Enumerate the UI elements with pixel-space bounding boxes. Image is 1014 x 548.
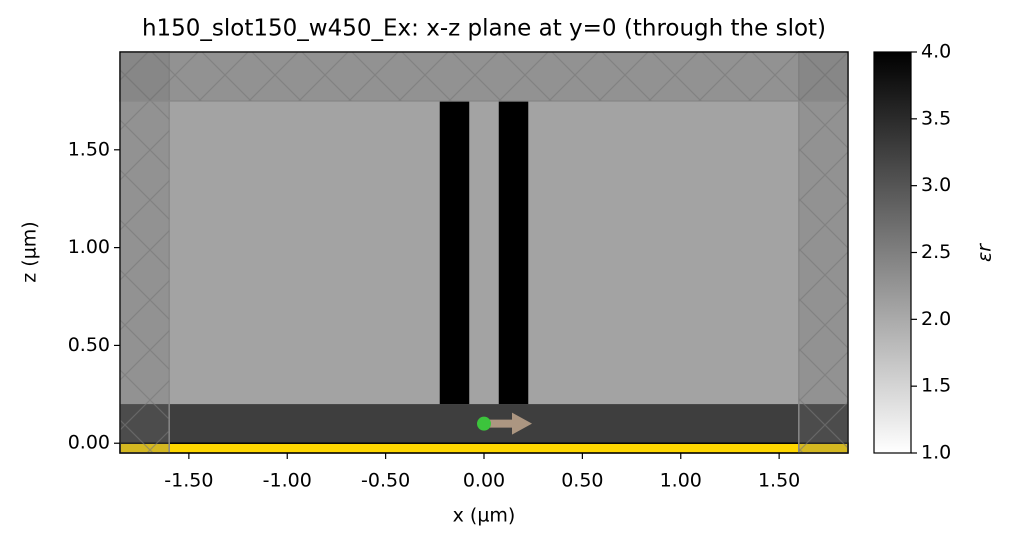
- colorbar-label: εr: [974, 243, 996, 262]
- colorbar-tick-label: 2.5: [921, 241, 951, 263]
- background-medium: [120, 52, 848, 453]
- pml-hatch: [120, 52, 848, 101]
- pml-hatch: [798, 52, 848, 453]
- x-tick-label: -0.50: [361, 470, 410, 492]
- pec-substrate: [119, 442, 849, 454]
- colorbar-tick-label: 1.0: [921, 442, 951, 464]
- source-point: [477, 416, 491, 431]
- y-tick-label: 1.50: [68, 138, 110, 160]
- source-arrow: [484, 412, 532, 435]
- x-tick-label: 0.50: [561, 470, 603, 492]
- colorbar-tick-label: 4.0: [921, 41, 951, 63]
- structure: [498, 100, 529, 405]
- pml-hatch: [120, 52, 170, 453]
- x-tick-label: -1.50: [164, 470, 213, 492]
- x-tick-label: 1.00: [660, 470, 702, 492]
- colorbar-tick-label: 1.5: [921, 375, 951, 397]
- chart-title: h150_slot150_w450_Ex: x-z plane at y=0 (…: [142, 16, 826, 42]
- x-axis-label: x (µm): [453, 505, 516, 527]
- x-tick-label: 1.50: [758, 470, 800, 492]
- x-tick-label: -1.00: [263, 470, 312, 492]
- x-tick-label: 0.00: [463, 470, 505, 492]
- structure: [439, 100, 470, 405]
- colorbar-tick-label: 3.0: [921, 174, 951, 196]
- y-tick-label: 1.00: [68, 236, 110, 258]
- colorbar-tick-label: 2.0: [921, 308, 951, 330]
- colorbar-tick-label: 3.5: [921, 107, 951, 129]
- y-axis-label: z (µm): [19, 221, 41, 282]
- y-tick-label: 0.00: [68, 432, 110, 454]
- colorbar: [873, 51, 912, 454]
- y-tick-label: 0.50: [68, 334, 110, 356]
